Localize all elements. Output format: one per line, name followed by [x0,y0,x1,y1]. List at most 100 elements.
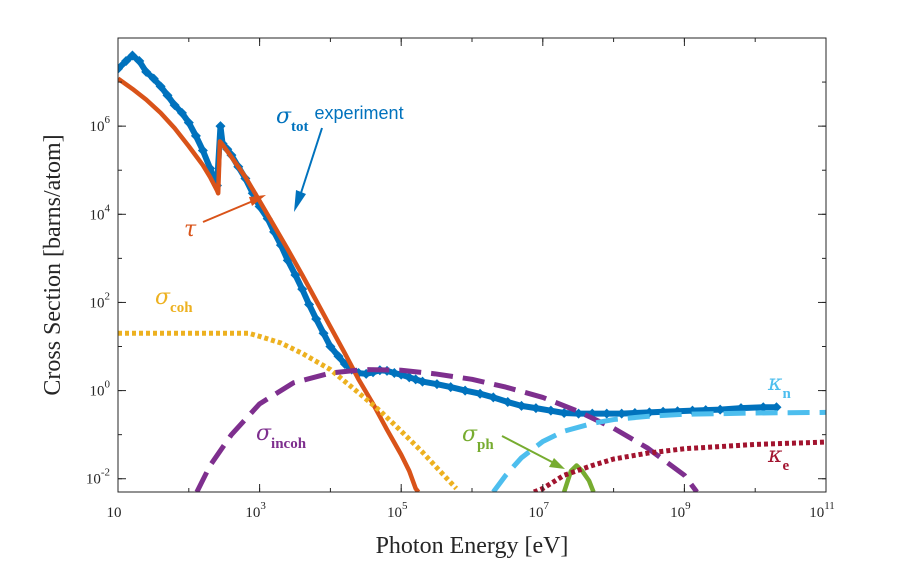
sigma-symbol: σ [462,422,478,447]
series-0 [118,50,782,419]
data-point [169,100,180,111]
arrow-tau [202,200,254,223]
data-point [197,145,208,156]
svg-text:σincoh: σincoh [256,421,307,452]
annotation-sigma-ph: σph [462,422,494,453]
annotation-tau: τ [184,217,197,242]
x-tick-label: 1011 [809,500,835,521]
y-tick-label: 100 [90,379,111,400]
x-tick-label: 105 [387,500,408,521]
data-point [475,388,486,399]
series-2 [118,330,459,491]
series-line [533,439,826,492]
sigma-ph-subscript: ph [477,437,494,453]
sigma-symbol: σ [276,104,292,129]
annotation-arrows [202,127,565,469]
data-point [333,351,344,362]
series-line [491,409,826,492]
svg-text:κe: κe [767,443,789,474]
data-point [715,404,726,415]
sigma-symbol: σ [256,421,272,446]
data-point [134,56,145,67]
data-point [176,107,187,118]
data-point [545,405,556,416]
series-3 [194,367,699,492]
data-point [735,403,746,414]
sigma-tot-text: experiment [315,103,404,123]
ticks-layer: 10 103 105 107 109 1011 10-2 100 102 104 106 [86,37,835,521]
data-point [445,382,456,393]
data-point [573,408,584,419]
data-point [318,328,329,339]
arrow-sigma-tot [299,127,323,197]
data-point [325,341,336,352]
data-point [118,63,123,74]
sigma-incoh-subscript: incoh [271,436,307,452]
kappa-symbol: κ [767,443,783,468]
series-line [118,52,777,417]
series-1 [118,76,421,492]
data-point [121,56,132,67]
x-axis-title: Photon Energy [eV] [376,533,569,559]
data-point [516,400,527,411]
series-line [118,76,421,492]
data-point [488,392,499,403]
series-layer [118,50,826,492]
data-point [297,284,308,295]
data-point [162,90,173,101]
data-point [559,408,570,419]
kappa-symbol: κ [767,371,783,396]
data-point [127,50,138,61]
sigma-symbol: σ [155,285,171,310]
svg-text:σph: σph [462,422,494,453]
annotation-kappa-n: κn [767,371,791,402]
x-tick-label: 109 [670,500,691,521]
arrow-head-sigma-ph [549,458,565,469]
y-tick-label: 106 [90,114,111,135]
y-tick-label: 104 [90,202,111,223]
svg-text:σcoh: σcoh [155,285,193,316]
data-point [771,402,782,413]
annotation-kappa-e: κe [767,443,789,474]
x-tick-label: 103 [245,500,266,521]
data-point [502,397,513,408]
x-tick-label: 10 [107,505,122,521]
svg-text:σtotexperiment: σtot experiment [276,103,404,135]
sigma-tot-subscript: tot [291,119,309,135]
data-point [290,269,301,280]
series-6 [533,439,826,492]
data-point [304,299,315,310]
data-point [311,314,322,325]
annotation-sigma-coh: σcoh [155,285,193,316]
kappa-n-subscript: n [782,386,791,402]
data-point [417,376,428,387]
kappa-e-subscript: e [782,458,789,474]
y-tick-label: 10-2 [86,467,110,488]
annotation-sigma-tot: σtot experiment [276,103,404,135]
data-point [758,402,769,413]
data-point [190,130,201,141]
arrow-head-sigma-tot [294,190,306,212]
y-tick-label: 102 [90,290,111,311]
data-point [601,408,612,419]
svg-text:κn: κn [767,371,791,402]
data-point [141,66,152,77]
series-line [118,330,459,491]
data-point [183,117,194,128]
arrow-head-tau [249,195,266,206]
x-tick-label: 107 [529,500,550,521]
data-point [389,368,400,379]
data-point [215,121,226,132]
data-point [530,403,541,414]
data-point [616,408,627,419]
data-point [148,73,159,84]
data-point [155,81,166,92]
sigma-coh-subscript: coh [170,300,193,316]
data-point [431,379,442,390]
series-line [194,367,699,492]
data-point [460,385,471,396]
y-axis-title: Cross Section [barns/atom] [40,134,66,395]
arrow-sigma-ph [501,435,553,463]
annotation-sigma-incoh: σincoh [256,421,307,452]
